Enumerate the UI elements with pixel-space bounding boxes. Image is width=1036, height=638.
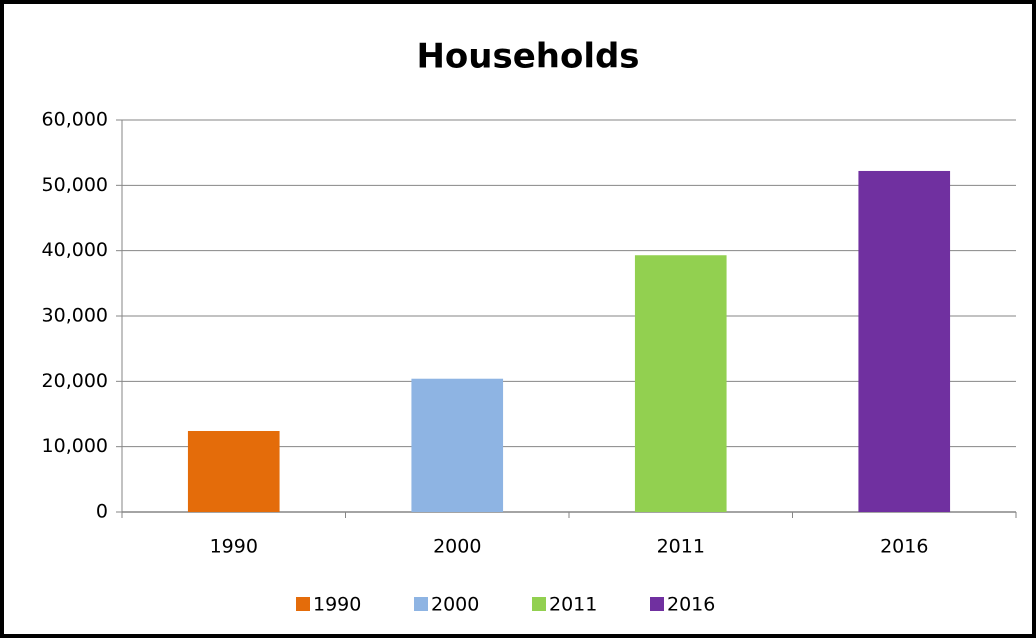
y-tick-label: 40,000: [42, 239, 108, 261]
y-tick-label: 10,000: [42, 435, 108, 457]
bar: [634, 255, 727, 513]
x-tick-label: 2016: [880, 536, 928, 558]
y-tick-label: 60,000: [42, 109, 108, 131]
legend-label: 1990: [313, 594, 361, 616]
bar: [411, 378, 504, 512]
legend-swatch: [650, 597, 664, 611]
legend-label: 2000: [431, 594, 479, 616]
x-tick-label: 1990: [210, 536, 258, 558]
legend-swatch: [532, 597, 546, 611]
bar: [187, 430, 280, 512]
y-tick-label: 30,000: [42, 305, 108, 327]
x-tick-label: 2000: [433, 536, 481, 558]
legend-swatch: [296, 597, 310, 611]
x-tick-label: 2011: [657, 536, 705, 558]
bar: [858, 170, 951, 512]
legend-label: 2016: [667, 594, 715, 616]
y-tick-label: 0: [96, 501, 108, 523]
legend-label: 2011: [549, 594, 597, 616]
y-tick-label: 50,000: [42, 174, 108, 196]
legend-swatch: [414, 597, 428, 611]
y-tick-label: 20,000: [42, 370, 108, 392]
chart-title: Households: [416, 37, 639, 77]
